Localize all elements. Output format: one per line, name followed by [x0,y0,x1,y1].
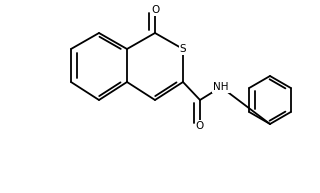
Text: S: S [180,44,186,54]
Text: O: O [151,5,159,15]
Text: O: O [196,121,204,131]
Text: NH: NH [213,82,229,92]
